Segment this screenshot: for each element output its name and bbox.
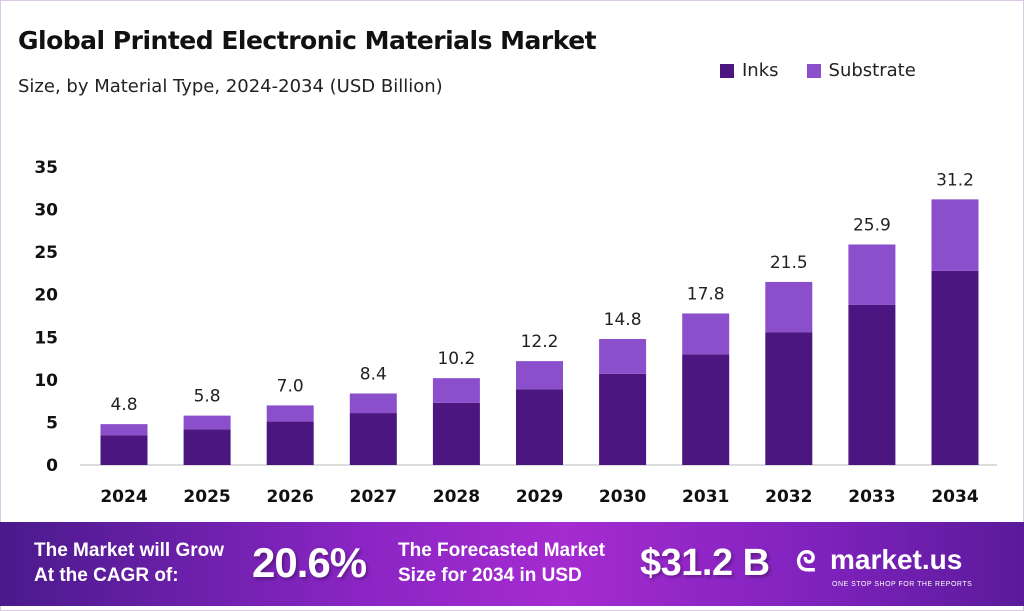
forecast-label-line2: Size for 2034 in USD xyxy=(398,565,582,586)
data-label-2025: 5.8 xyxy=(194,387,221,407)
y-tick-label: 0 xyxy=(46,456,58,476)
bar-inks-2028 xyxy=(432,402,480,465)
y-tick-label: 20 xyxy=(34,286,58,306)
data-label-2031: 17.8 xyxy=(687,284,725,304)
x-tick-label: 2033 xyxy=(848,487,895,507)
cagr-label-line2: At the CAGR of: xyxy=(34,565,179,586)
cagr-label-line1: The Market will Grow xyxy=(34,540,225,561)
bar-substrate-2029 xyxy=(516,361,563,390)
y-tick-label: 5 xyxy=(46,413,58,433)
data-label-2028: 10.2 xyxy=(437,349,475,369)
data-label-2032: 21.5 xyxy=(770,253,808,273)
summary-banner: The Market will Grow At the CAGR of: 20.… xyxy=(0,522,1024,606)
chart-subtitle: Size, by Material Type, 2024-2034 (USD B… xyxy=(18,76,443,97)
legend-item-substrate: Substrate xyxy=(806,60,916,81)
legend-item-inks: Inks xyxy=(720,60,779,81)
logo-tagline: ONE STOP SHOP FOR THE REPORTS xyxy=(832,581,973,588)
bar-substrate-2030 xyxy=(599,338,647,374)
cagr-value: 20.6% xyxy=(252,539,367,586)
legend: Inks Substrate xyxy=(720,60,916,81)
bar-substrate-2034 xyxy=(931,199,979,271)
x-tick-label: 2026 xyxy=(267,487,314,507)
bar-substrate-2028 xyxy=(432,378,480,403)
bar-substrate-2033 xyxy=(848,244,896,305)
data-label-2026: 7.0 xyxy=(277,376,304,396)
x-tick-label: 2029 xyxy=(516,487,563,507)
x-tick-label: 2030 xyxy=(599,487,646,507)
data-label-2029: 12.2 xyxy=(521,332,559,352)
y-tick-label: 35 xyxy=(34,158,58,178)
bar-substrate-2031 xyxy=(682,313,730,355)
x-tick-label: 2025 xyxy=(183,487,230,507)
forecast-value: $31.2 B xyxy=(640,542,770,584)
legend-swatch-inks xyxy=(720,63,734,78)
y-tick-label: 30 xyxy=(34,201,58,221)
market-us-logo-icon: ᘓ xyxy=(796,545,816,578)
bar-substrate-2026 xyxy=(266,405,314,422)
forecast-label-line1: The Forecasted Market xyxy=(398,540,605,561)
bar-inks-2033 xyxy=(848,304,896,465)
bar-substrate-2032 xyxy=(765,281,813,333)
bar-inks-2026 xyxy=(266,421,314,465)
data-label-2030: 14.8 xyxy=(604,310,642,330)
bar-inks-2029 xyxy=(516,389,563,465)
forecast-label: The Forecasted Market Size for 2034 in U… xyxy=(398,538,605,588)
bar-inks-2024 xyxy=(100,435,148,465)
legend-swatch-substrate xyxy=(806,63,821,78)
cagr-label: The Market will Grow At the CAGR of: xyxy=(34,538,224,588)
x-tick-label: 2024 xyxy=(100,487,147,507)
x-tick-label: 2034 xyxy=(931,487,978,507)
legend-label-substrate: Substrate xyxy=(828,60,916,81)
data-label-2033: 25.9 xyxy=(853,215,891,235)
data-label-2034: 31.2 xyxy=(936,170,974,190)
bar-substrate-2025 xyxy=(183,415,231,430)
bar-inks-2031 xyxy=(682,354,730,465)
bar-inks-2027 xyxy=(349,413,397,465)
bar-substrate-2027 xyxy=(349,393,397,414)
bar-chart: 051015202530354.820245.820257.020268.420… xyxy=(34,158,997,507)
market-us-logo: market.us xyxy=(830,544,963,575)
x-tick-label: 2031 xyxy=(682,487,729,507)
data-label-2024: 4.8 xyxy=(110,395,137,415)
x-tick-label: 2032 xyxy=(765,487,812,507)
x-tick-label: 2027 xyxy=(350,487,397,507)
chart-title: Global Printed Electronic Materials Mark… xyxy=(18,26,597,55)
bar-inks-2032 xyxy=(765,332,813,465)
bar-inks-2025 xyxy=(183,429,231,465)
y-tick-label: 10 xyxy=(34,371,58,391)
x-tick-label: 2028 xyxy=(433,487,480,507)
bar-inks-2034 xyxy=(931,270,979,465)
bar-inks-2030 xyxy=(599,373,647,465)
y-tick-label: 15 xyxy=(34,328,58,348)
legend-label-inks: Inks xyxy=(742,60,779,81)
bar-substrate-2024 xyxy=(100,424,148,436)
y-tick-label: 25 xyxy=(34,243,58,263)
data-label-2027: 8.4 xyxy=(360,364,387,384)
